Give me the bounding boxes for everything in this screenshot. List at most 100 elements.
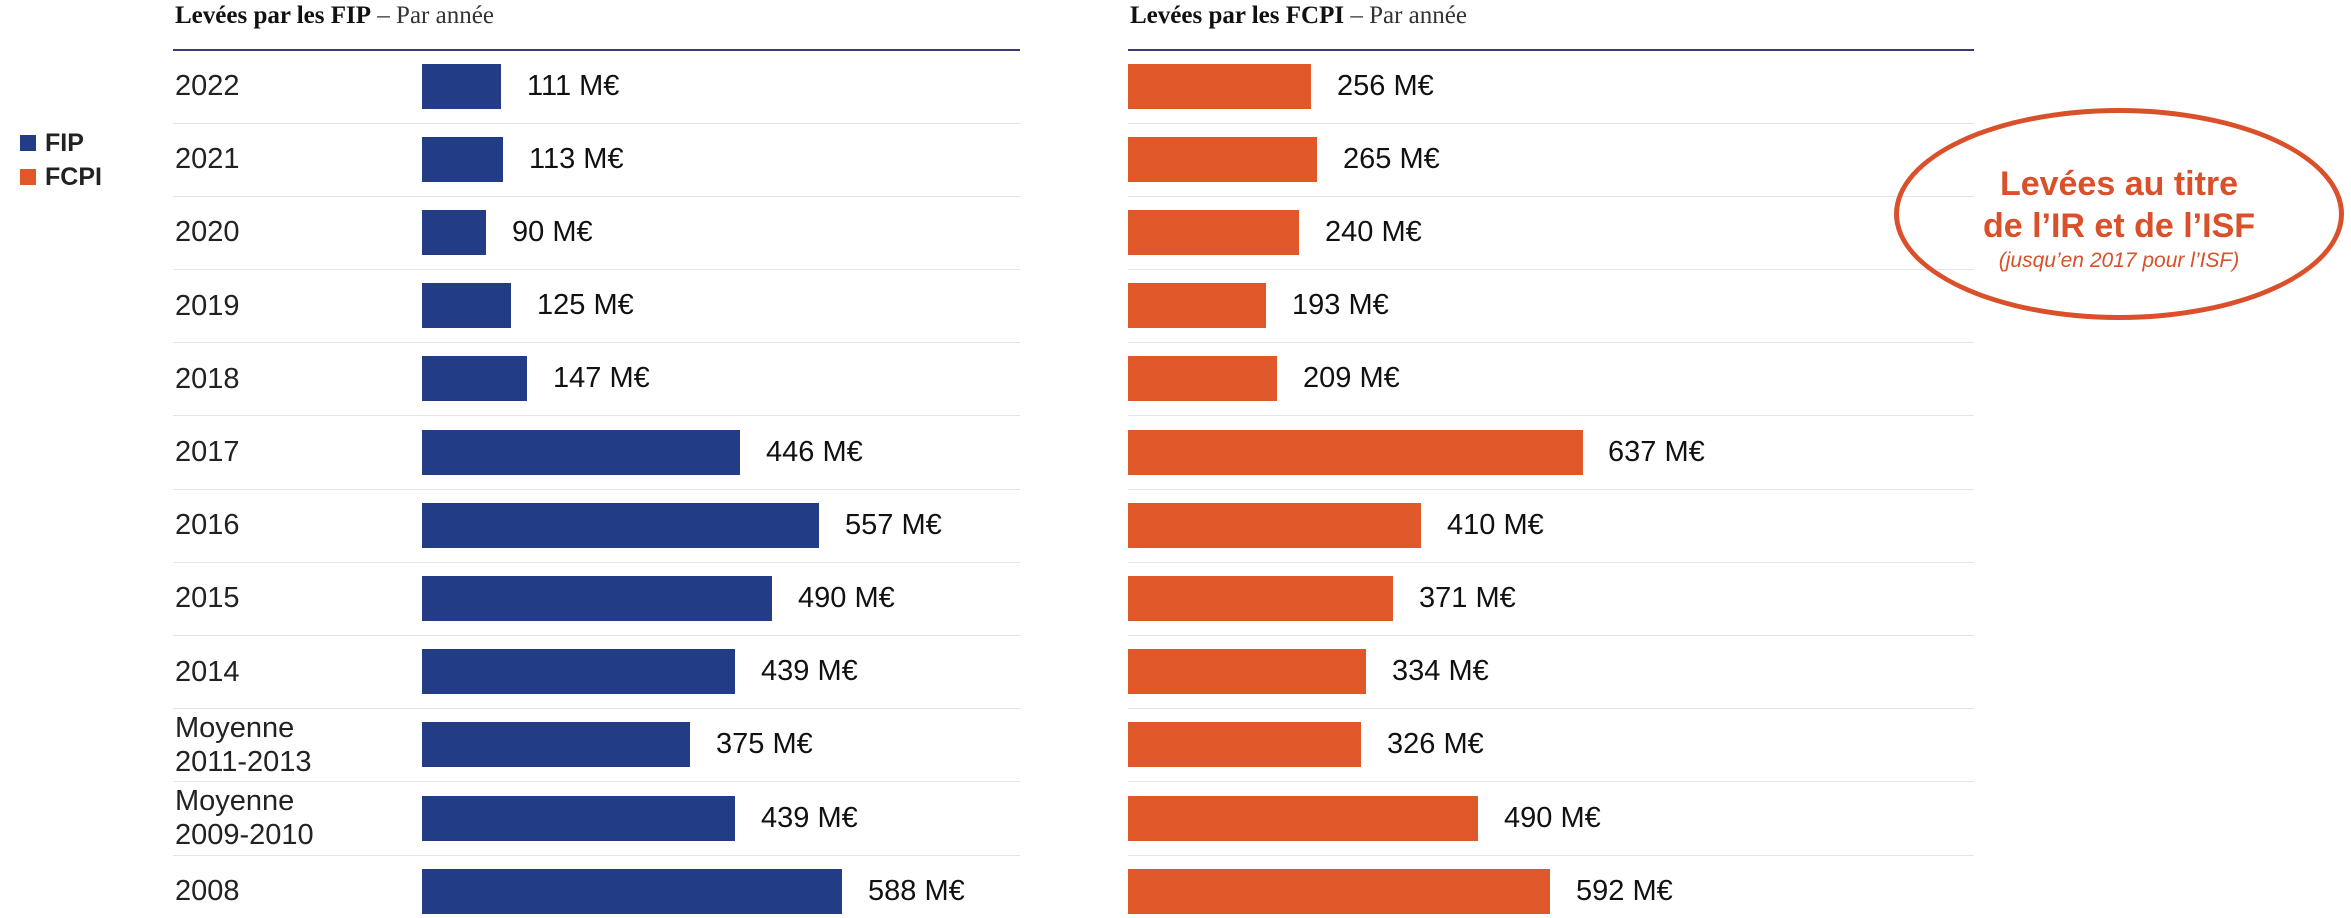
fip-row-separator <box>173 415 1020 416</box>
category-label: 2014 <box>175 656 240 688</box>
category-label: Moyenne 2009-2010 <box>175 785 314 851</box>
fcpi-bar <box>1128 356 1278 401</box>
fcpi-title-rule <box>1128 49 1974 51</box>
fip-value-label: 111 M€ <box>527 70 620 102</box>
fip-bar <box>422 576 772 621</box>
fcpi-chart-title: Levées par les FCPI – Par année <box>1130 2 1467 30</box>
fcpi-value-label: 410 M€ <box>1447 509 1544 541</box>
legend-label-fip: FIP <box>45 128 84 157</box>
fcpi-row-separator <box>1128 781 1974 782</box>
fcpi-value-label: 592 M€ <box>1576 875 1673 907</box>
fip-value-label: 446 M€ <box>766 436 863 468</box>
fip-bar <box>422 283 512 328</box>
fip-row-separator <box>173 635 1020 636</box>
fcpi-bar <box>1128 283 1266 328</box>
fip-value-label: 439 M€ <box>761 655 858 687</box>
legend-swatch-fcpi <box>20 169 36 185</box>
fip-bar <box>422 137 503 182</box>
fcpi-bar <box>1128 210 1300 255</box>
category-label: 2019 <box>175 290 240 322</box>
fip-value-label: 125 M€ <box>537 289 634 321</box>
fcpi-bar <box>1128 64 1311 109</box>
fip-value-label: 588 M€ <box>868 875 965 907</box>
fip-value-label: 557 M€ <box>845 509 942 541</box>
fcpi-row-separator <box>1128 635 1974 636</box>
fcpi-row-separator <box>1128 342 1974 343</box>
fcpi-row-separator <box>1128 196 1974 197</box>
fcpi-row-separator <box>1128 855 1974 856</box>
fcpi-row-separator <box>1128 269 1974 270</box>
legend-item-fcpi: FCPI <box>20 160 102 194</box>
fcpi-title-bold: Levées par les FCPI <box>1130 2 1345 29</box>
fip-title-bold: Levées par les FIP <box>175 2 372 29</box>
fcpi-title-rest: – Par année <box>1344 2 1467 29</box>
fcpi-value-label: 334 M€ <box>1392 655 1489 687</box>
fcpi-value-label: 326 M€ <box>1387 728 1484 760</box>
fcpi-bar <box>1128 796 1478 841</box>
category-label: 2017 <box>175 436 240 468</box>
fcpi-bar <box>1128 503 1421 548</box>
fcpi-row-separator <box>1128 562 1974 563</box>
fip-title-rest: – Par année <box>371 2 494 29</box>
callout-note: (jusqu’en 2017 pour l’ISF) <box>1998 249 2240 272</box>
fip-row-separator <box>173 562 1020 563</box>
legend-swatch-fip <box>20 135 36 151</box>
fcpi-value-label: 265 M€ <box>1343 143 1440 175</box>
fip-bar <box>422 796 736 841</box>
fcpi-value-label: 193 M€ <box>1292 289 1389 321</box>
fcpi-row-separator <box>1128 123 1974 124</box>
fip-row-separator <box>173 123 1020 124</box>
fip-title-rule <box>173 49 1020 51</box>
category-label: 2015 <box>175 582 240 614</box>
fcpi-bar <box>1128 649 1367 694</box>
fip-bar <box>422 356 527 401</box>
fip-value-label: 439 M€ <box>761 802 858 834</box>
fcpi-row-separator <box>1128 489 1974 490</box>
fip-bar <box>422 64 502 109</box>
callout-ellipse: Levées au titre de l’IR et de l’ISF (jus… <box>1894 108 2344 320</box>
fip-value-label: 375 M€ <box>716 728 813 760</box>
fip-bar <box>422 503 820 548</box>
category-label: 2020 <box>175 216 240 248</box>
fcpi-bar <box>1128 430 1583 475</box>
fcpi-bar <box>1128 137 1318 182</box>
fip-value-label: 490 M€ <box>798 582 895 614</box>
fip-row-separator <box>173 708 1020 709</box>
legend-item-fip: FIP <box>20 126 102 160</box>
fcpi-value-label: 637 M€ <box>1608 436 1705 468</box>
fip-chart-title: Levées par les FIP – Par année <box>175 2 494 30</box>
fcpi-bar <box>1128 722 1361 767</box>
category-label: 2016 <box>175 509 240 541</box>
fcpi-value-label: 209 M€ <box>1303 362 1400 394</box>
category-label: 2021 <box>175 143 240 175</box>
category-label: 2018 <box>175 363 240 395</box>
fip-row-separator <box>173 196 1020 197</box>
fip-row-separator <box>173 342 1020 343</box>
fip-value-label: 90 M€ <box>512 216 593 248</box>
fcpi-value-label: 371 M€ <box>1419 582 1516 614</box>
fip-row-separator <box>173 781 1020 782</box>
chart-legend: FIP FCPI <box>20 126 102 194</box>
category-label: Moyenne 2011-2013 <box>175 712 312 778</box>
fip-value-label: 147 M€ <box>553 362 650 394</box>
fip-bar <box>422 722 690 767</box>
fip-bar <box>422 430 741 475</box>
fip-bar <box>422 210 487 255</box>
legend-label-fcpi: FCPI <box>45 162 102 191</box>
fip-row-separator <box>173 269 1020 270</box>
category-label: 2008 <box>175 875 240 907</box>
fip-row-separator <box>173 855 1020 856</box>
fcpi-value-label: 256 M€ <box>1337 70 1434 102</box>
fcpi-bar <box>1128 869 1551 914</box>
fip-row-separator <box>173 489 1020 490</box>
fip-bar <box>422 869 842 914</box>
fip-value-label: 113 M€ <box>529 143 624 175</box>
fip-bar <box>422 649 736 694</box>
fcpi-row-separator <box>1128 415 1974 416</box>
fcpi-value-label: 490 M€ <box>1504 802 1601 834</box>
fcpi-bar <box>1128 576 1393 621</box>
fcpi-value-label: 240 M€ <box>1325 216 1422 248</box>
fcpi-row-separator <box>1128 708 1974 709</box>
callout-line-1: Levées au titre <box>1999 165 2239 203</box>
callout-line-2: de l’IR et de l’ISF <box>1982 207 2256 245</box>
